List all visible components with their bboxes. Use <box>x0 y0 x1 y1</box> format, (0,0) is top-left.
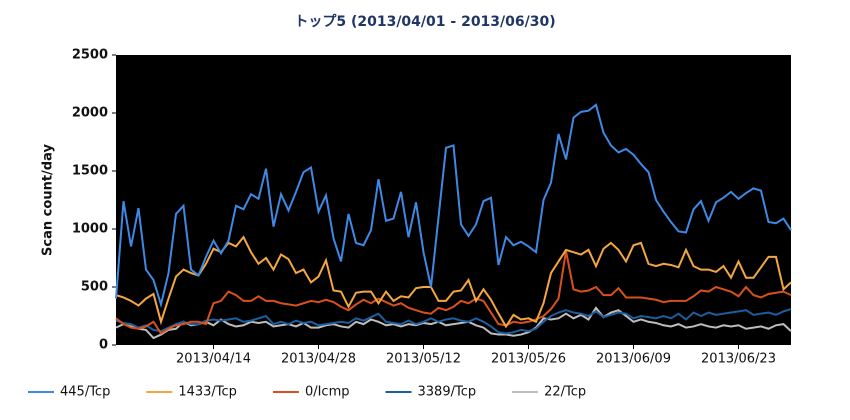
series-line <box>115 306 792 340</box>
series-line <box>115 308 792 335</box>
series-line <box>115 235 792 329</box>
legend-label: 445/Tcp <box>60 385 110 400</box>
plot-area <box>116 55 791 345</box>
series-line <box>115 103 792 309</box>
x-tick-label: 2013/06/23 <box>701 352 776 367</box>
legend-label: 22/Tcp <box>544 385 586 400</box>
x-tick-label: 2013/04/14 <box>176 352 251 367</box>
x-tick-label: 2013/05/26 <box>491 352 566 367</box>
y-tick-label: 1000 <box>72 222 108 237</box>
legend-label: 1433/Tcp <box>178 385 237 400</box>
series-line <box>115 250 792 335</box>
y-tick-label: 500 <box>81 280 108 295</box>
y-tick-label: 2000 <box>72 106 108 121</box>
y-axis-label: Scan count/day <box>41 144 56 256</box>
legend-label: 3389/Tcp <box>418 385 477 400</box>
y-tick-label: 2500 <box>72 48 108 63</box>
x-tick-label: 2013/04/28 <box>281 352 356 367</box>
legend-label: 0/Icmp <box>305 385 350 400</box>
chart-title: トップ5 (2013/04/01 - 2013/06/30) <box>294 14 555 30</box>
x-tick-label: 2013/06/09 <box>596 352 671 367</box>
x-tick-label: 2013/05/12 <box>386 352 461 367</box>
y-tick-label: 0 <box>99 338 108 353</box>
y-tick-label: 1500 <box>72 164 108 179</box>
